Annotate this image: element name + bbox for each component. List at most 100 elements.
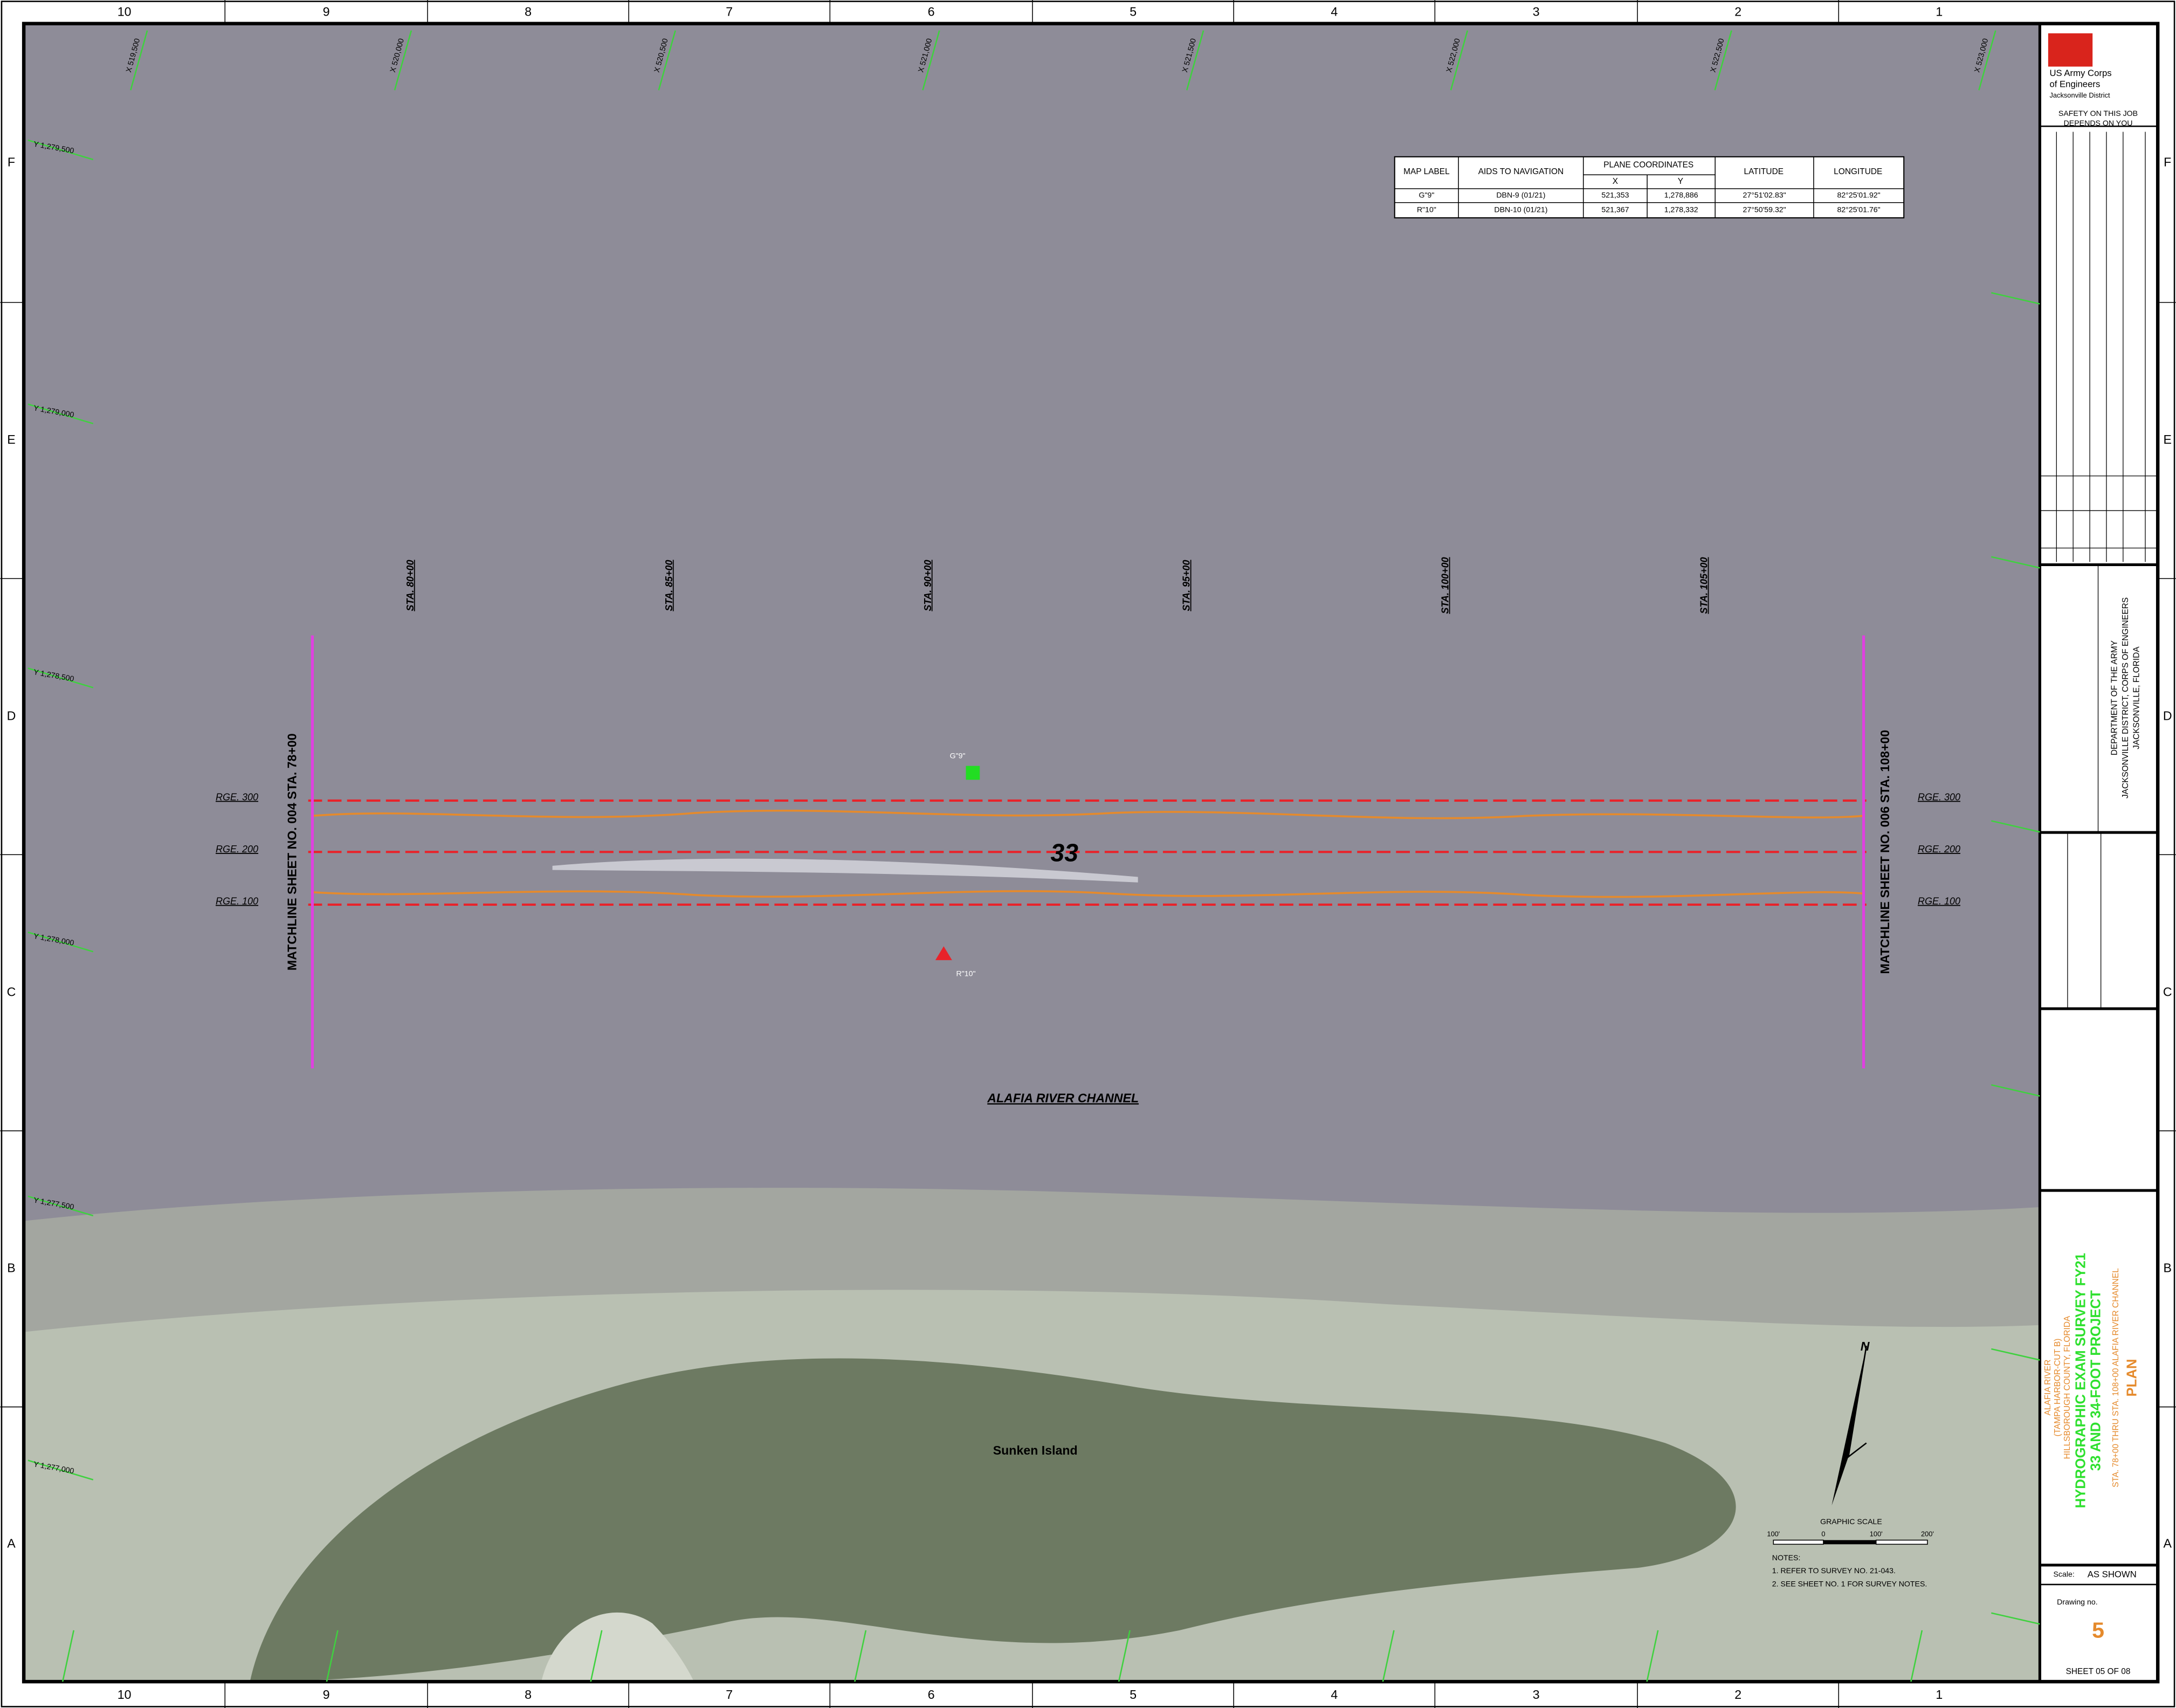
column-label-bottom: 3 xyxy=(1533,1688,1540,1702)
table-cell: 82°25'01.92" xyxy=(1837,191,1880,199)
note: 1. REFER TO SURVEY NO. 21-043. xyxy=(1772,1566,1896,1575)
y-coordinate-tick xyxy=(1991,1612,2040,1625)
north-arrow xyxy=(1831,1346,1867,1506)
nav-table xyxy=(1394,156,1905,219)
table-cell: 1,278,332 xyxy=(1664,205,1698,214)
range-label-east: RGE. 200 xyxy=(1918,844,1960,855)
agency: US Army Corps xyxy=(2049,68,2111,78)
column-label-top: 2 xyxy=(1734,4,1741,18)
column-label-top: 1 xyxy=(1936,4,1943,18)
column-label-bottom: 1 xyxy=(1936,1688,1943,1702)
x-coordinate-tick xyxy=(658,30,676,91)
sheet-number: SHEET 05 OF 08 xyxy=(2066,1667,2131,1676)
table-header: X xyxy=(1613,177,1618,186)
column-label-bottom: 4 xyxy=(1331,1688,1338,1702)
y-coordinate-tick xyxy=(27,1459,94,1480)
sheet-title: PLAN xyxy=(2125,1359,2140,1396)
project: ALAFIA RIVER xyxy=(2043,1360,2053,1416)
x-coordinate-tick xyxy=(590,1630,603,1682)
station-label: STA. 95+00 xyxy=(1181,560,1192,611)
x-coordinate-tick xyxy=(61,1630,75,1682)
station-label: STA. 90+00 xyxy=(922,560,933,611)
column-label-bottom: 6 xyxy=(928,1688,935,1702)
survey-title: HYDROGRAPHIC EXAM SURVEY FY21 xyxy=(2073,1253,2088,1509)
table-cell: 27°51'02.83" xyxy=(1743,191,1786,199)
column-label-top: 10 xyxy=(118,4,132,18)
table-header: MAP LABEL xyxy=(1403,167,1450,176)
x-coordinate-tick xyxy=(130,30,148,91)
scale-tick-label: 100' xyxy=(1767,1530,1780,1538)
table-cell: 27°50'59.32" xyxy=(1743,205,1786,214)
y-coordinate-tick xyxy=(1991,292,2040,305)
table-cell: 521,353 xyxy=(1601,191,1629,199)
revision-grid xyxy=(2040,132,2158,1009)
table-header: LONGITUDE xyxy=(1834,167,1882,176)
safety-text: SAFETY ON THIS JOB xyxy=(2058,109,2138,118)
row-label-left: F xyxy=(8,155,15,169)
range-label-west: RGE. 200 xyxy=(216,844,258,855)
table-cell: G"9" xyxy=(1418,191,1434,199)
row-label-left: C xyxy=(7,984,16,998)
island-label: Sunken Island xyxy=(993,1443,1078,1457)
agency: of Engineers xyxy=(2049,79,2100,89)
aid-label: R"10" xyxy=(956,969,976,977)
department: DEPARTMENT OF THE ARMY xyxy=(2110,640,2119,755)
range-label-east: RGE. 100 xyxy=(1918,896,1960,907)
x-coordinate-tick xyxy=(1978,30,1996,91)
column-label-bottom: 2 xyxy=(1734,1688,1741,1702)
station-label: STA. 85+00 xyxy=(664,560,674,611)
row-label-left: B xyxy=(7,1261,15,1275)
agency: Jacksonville District xyxy=(2049,91,2110,99)
red-marker xyxy=(935,946,952,960)
range-label-west: RGE. 100 xyxy=(216,896,258,907)
y-coordinate-tick xyxy=(27,1195,94,1217)
matchline-east-label: MATCHLINE SHEET NO. 006 STA. 108+00 xyxy=(1878,730,1892,974)
column-label-top: 9 xyxy=(323,4,330,18)
column-label-top: 6 xyxy=(928,4,935,18)
scale-bar xyxy=(1773,1539,1928,1545)
y-coordinate-tick xyxy=(1991,1084,2040,1097)
table-cell: R"10" xyxy=(1417,205,1436,214)
column-label-top: 4 xyxy=(1331,4,1338,18)
table-cell: DBN-10 (01/21) xyxy=(1494,205,1547,214)
drawing-number: 5 xyxy=(2092,1617,2104,1642)
scale-label: Scale: xyxy=(2053,1570,2074,1579)
row-label-right: A xyxy=(2163,1536,2172,1550)
row-label-left: D xyxy=(7,708,16,722)
channel-name: ALAFIA RIVER CHANNEL xyxy=(987,1091,1139,1105)
x-coordinate-tick xyxy=(1450,30,1469,91)
scale-tick-label: 100' xyxy=(1870,1530,1883,1538)
table-header: AIDS TO NAVIGATION xyxy=(1478,167,1564,176)
station-label: STA. 105+00 xyxy=(1699,557,1710,614)
scale-title: GRAPHIC SCALE xyxy=(1820,1517,1882,1526)
scale-tick-label: 0 xyxy=(1821,1530,1825,1538)
y-coordinate-tick xyxy=(1991,820,2040,833)
x-coordinate-tick xyxy=(1118,1630,1131,1682)
island xyxy=(250,1358,1736,1682)
matchline-west-label: MATCHLINE SHEET NO. 004 STA. 78+00 xyxy=(285,733,299,970)
x-coordinate-tick xyxy=(1646,1630,1659,1682)
contour-north xyxy=(312,809,1864,819)
depth-label: 33 xyxy=(1050,839,1078,867)
scale-seg xyxy=(1773,1539,1824,1545)
column-label-top: 8 xyxy=(525,4,532,18)
column-label-top: 3 xyxy=(1533,4,1540,18)
north-label: N xyxy=(1861,1339,1870,1353)
column-label-bottom: 10 xyxy=(118,1688,132,1702)
usace-logo xyxy=(2048,33,2093,67)
table-cell: 1,278,886 xyxy=(1664,191,1698,199)
table-cell: 82°25'01.76" xyxy=(1837,205,1880,214)
row-label-right: D xyxy=(2163,708,2172,722)
column-label-bottom: 7 xyxy=(726,1688,733,1702)
column-label-bottom: 8 xyxy=(525,1688,532,1702)
channel-lines xyxy=(308,799,1867,906)
x-coordinate-tick xyxy=(1186,30,1204,91)
contour-south xyxy=(312,890,1864,898)
station-label: STA. 80+00 xyxy=(405,560,416,611)
y-coordinate-tick xyxy=(27,403,94,424)
row-label-right: C xyxy=(2163,984,2172,998)
column-label-top: 5 xyxy=(1130,4,1137,18)
column-label-bottom: 5 xyxy=(1130,1688,1137,1702)
